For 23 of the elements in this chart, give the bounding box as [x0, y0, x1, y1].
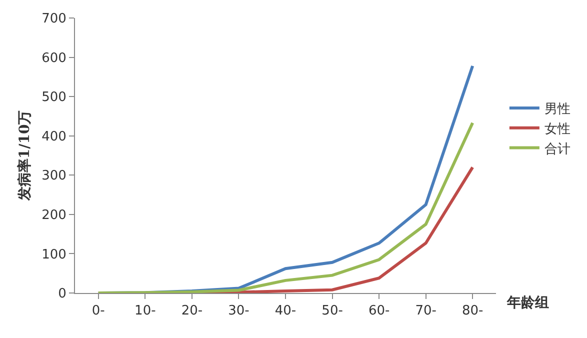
x-tick-label: 0-: [92, 304, 106, 319]
x-tick-label: 10-: [134, 304, 156, 319]
x-tick-label: 20-: [181, 304, 203, 319]
line-series: [96, 121, 474, 293]
x-tick-label: 50-: [322, 304, 344, 319]
y-tick-label: 300: [42, 168, 66, 184]
x-tick-label: 30-: [228, 304, 250, 319]
y-axis-title: 发病率1/10万: [16, 110, 34, 202]
x-tick-label: 40-: [274, 304, 296, 319]
y-tick-label: 200: [42, 208, 66, 223]
legend-label: 女性: [544, 122, 570, 137]
x-tick-label: 70-: [415, 304, 437, 319]
legend-label: 男性: [544, 102, 570, 118]
y-tick-label: 700: [42, 12, 66, 27]
legend-label: 合计: [544, 142, 570, 157]
x-tick-label: 60-: [368, 304, 390, 319]
y-tick-label: 0: [58, 286, 66, 302]
x-tick-label: 80-: [462, 304, 484, 319]
y-tick-label: 500: [42, 90, 66, 106]
x-axis-title: 年龄组: [506, 295, 549, 311]
y-tick-label: 100: [42, 247, 66, 262]
y-tick-label: 600: [42, 50, 66, 66]
y-tick-label: 400: [42, 129, 66, 144]
